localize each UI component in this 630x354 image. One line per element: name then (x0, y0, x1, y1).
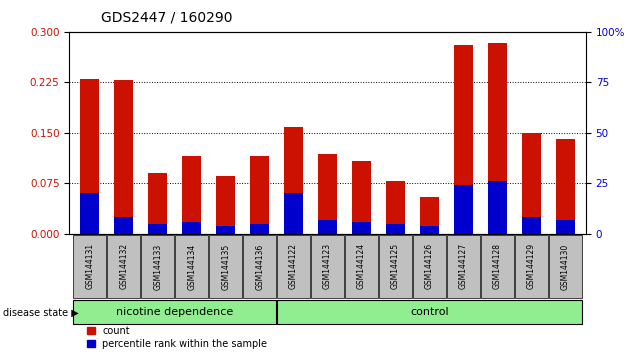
Bar (284, 193, 303, 234)
FancyBboxPatch shape (73, 301, 276, 324)
Text: GSM144124: GSM144124 (357, 243, 366, 290)
Bar (386, 224, 405, 234)
Text: GSM144128: GSM144128 (493, 244, 502, 289)
Bar (454, 45, 473, 234)
Text: GSM144122: GSM144122 (289, 244, 298, 289)
Text: GSM144133: GSM144133 (153, 243, 162, 290)
Bar (182, 156, 201, 234)
Bar (352, 222, 371, 234)
Text: GSM144126: GSM144126 (425, 243, 434, 290)
Bar (522, 133, 541, 234)
Bar (386, 181, 405, 234)
FancyBboxPatch shape (175, 235, 208, 298)
Bar (318, 219, 337, 234)
FancyBboxPatch shape (107, 235, 140, 298)
FancyBboxPatch shape (447, 235, 480, 298)
Bar (318, 154, 337, 234)
FancyBboxPatch shape (277, 235, 310, 298)
Bar (216, 225, 235, 234)
FancyBboxPatch shape (311, 235, 344, 298)
FancyBboxPatch shape (413, 235, 446, 298)
Text: GSM144135: GSM144135 (221, 243, 230, 290)
Bar (284, 127, 303, 234)
Bar (114, 217, 133, 234)
Text: GSM144131: GSM144131 (85, 243, 94, 290)
FancyBboxPatch shape (209, 235, 242, 298)
Bar (488, 43, 507, 234)
Bar (250, 156, 269, 234)
Text: GSM144136: GSM144136 (255, 243, 264, 290)
Bar (522, 217, 541, 234)
Text: GDS2447 / 160290: GDS2447 / 160290 (101, 11, 232, 25)
Bar (114, 80, 133, 234)
Bar (420, 197, 439, 234)
Text: GSM144130: GSM144130 (561, 243, 570, 290)
FancyBboxPatch shape (345, 235, 378, 298)
Bar (216, 176, 235, 234)
FancyBboxPatch shape (379, 235, 412, 298)
Bar (454, 185, 473, 234)
Bar (250, 224, 269, 234)
Bar (148, 224, 167, 234)
Bar (556, 139, 575, 234)
Text: GSM144129: GSM144129 (527, 243, 536, 290)
FancyBboxPatch shape (549, 235, 582, 298)
FancyBboxPatch shape (141, 235, 174, 298)
Bar (556, 219, 575, 234)
Text: control: control (410, 307, 449, 318)
Text: GSM144134: GSM144134 (187, 243, 196, 290)
FancyBboxPatch shape (277, 301, 582, 324)
Bar (352, 161, 371, 234)
Legend: count, percentile rank within the sample: count, percentile rank within the sample (87, 326, 267, 349)
Bar (81, 193, 99, 234)
Text: GSM144127: GSM144127 (459, 243, 468, 290)
FancyBboxPatch shape (481, 235, 514, 298)
Text: GSM144125: GSM144125 (391, 243, 400, 290)
FancyBboxPatch shape (515, 235, 548, 298)
FancyBboxPatch shape (73, 235, 106, 298)
Text: GSM144132: GSM144132 (119, 243, 128, 290)
Bar (182, 222, 201, 234)
Bar (420, 225, 439, 234)
Bar (488, 181, 507, 234)
Bar (81, 79, 99, 234)
Text: GSM144123: GSM144123 (323, 243, 332, 290)
Text: disease state ▶: disease state ▶ (3, 307, 79, 318)
Text: nicotine dependence: nicotine dependence (116, 307, 233, 318)
FancyBboxPatch shape (243, 235, 276, 298)
Bar (148, 173, 167, 234)
